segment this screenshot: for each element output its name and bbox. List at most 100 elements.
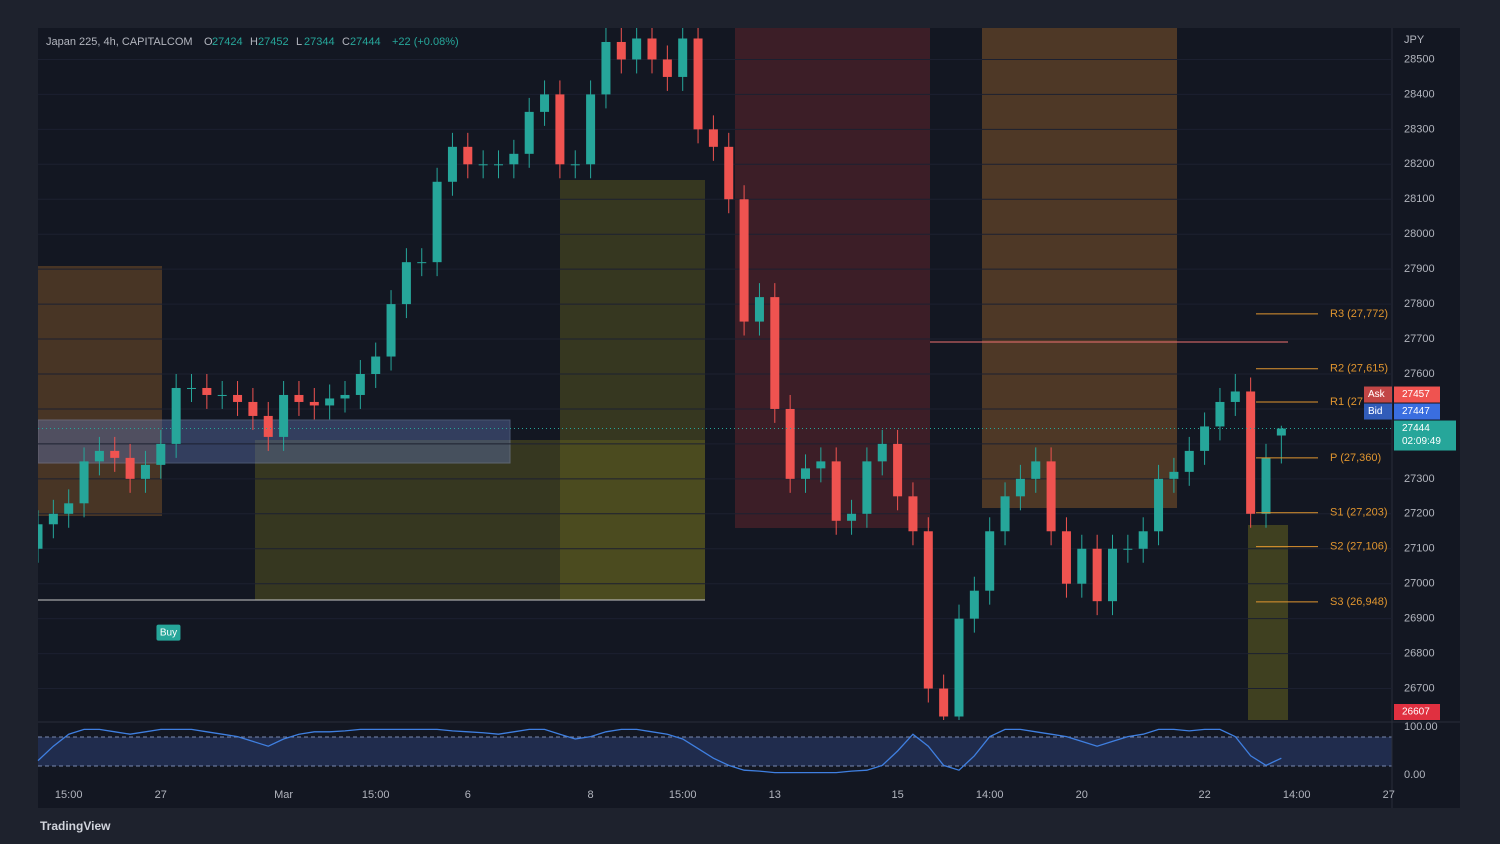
- candle-body: [263, 415, 273, 437]
- candle-body: [325, 398, 335, 406]
- candle-body: [877, 443, 887, 462]
- candle-body: [831, 461, 841, 521]
- zones: [38, 28, 1288, 720]
- candle-body: [1077, 548, 1087, 584]
- y-tick-label: 27600: [1404, 368, 1435, 380]
- candle-body: [1046, 461, 1056, 532]
- x-tick-label: 27: [1383, 789, 1395, 801]
- candle-body: [754, 297, 764, 322]
- candle-body: [570, 164, 580, 166]
- candle-body: [1276, 428, 1286, 436]
- candle-body: [862, 461, 872, 514]
- change: +22 (+0.08%): [392, 36, 459, 48]
- candle-body: [954, 618, 964, 717]
- candle-body: [1184, 450, 1194, 472]
- candle-body: [770, 297, 780, 409]
- y-tick-label: 28400: [1404, 88, 1435, 100]
- y-tick-label: 26900: [1404, 613, 1435, 625]
- candle-body: [217, 394, 227, 396]
- y-tick-label: 26800: [1404, 648, 1435, 660]
- candle-body: [279, 394, 289, 437]
- ohlc-value: 27344: [304, 36, 335, 48]
- candle-body: [540, 94, 550, 112]
- candle-body: [1015, 478, 1025, 497]
- candle-body: [509, 153, 519, 165]
- candle-body: [1108, 548, 1117, 602]
- candle-body: [632, 38, 642, 60]
- ohlc-value: 27444: [350, 36, 381, 48]
- candle-body: [1061, 531, 1071, 584]
- candle-body: [1246, 391, 1256, 514]
- osc-tick-label: 0.00: [1404, 769, 1425, 781]
- candle-body: [1138, 531, 1148, 549]
- candle-body: [724, 146, 734, 200]
- y-tick-label: 26700: [1404, 682, 1435, 694]
- y-tick-label: 27300: [1404, 473, 1435, 485]
- osc-tick-label: 100.00: [1404, 721, 1438, 733]
- zone: [982, 28, 1177, 508]
- candle-body: [693, 38, 703, 130]
- candle-body: [64, 503, 74, 514]
- candle-body: [678, 38, 688, 77]
- x-tick-label: 22: [1198, 789, 1210, 801]
- x-tick-label: 15:00: [55, 789, 83, 801]
- candle-body: [969, 590, 979, 619]
- ohlc-label: H: [250, 36, 258, 48]
- candle-body: [447, 146, 457, 182]
- pivot-label: R2 (27,615): [1330, 363, 1388, 375]
- plot: [38, 28, 1392, 720]
- candle-body: [1123, 548, 1133, 550]
- candle-body: [140, 464, 150, 479]
- candle-body: [1215, 401, 1225, 427]
- ohlc-value: 27424: [212, 36, 243, 48]
- x-tick-label: 13: [769, 789, 781, 801]
- countdown: 02:09:49: [1402, 436, 1441, 447]
- bid-value: 27447: [1402, 406, 1430, 417]
- ask-value: 27457: [1402, 389, 1430, 400]
- y-tick-label: 27000: [1404, 578, 1435, 590]
- candle-body: [94, 450, 104, 462]
- pivot-label: P (27,360): [1330, 452, 1381, 464]
- y-tick-label: 27900: [1404, 263, 1435, 275]
- candle-body: [463, 146, 473, 165]
- y-tick-label: 28500: [1404, 53, 1435, 65]
- candle-body: [923, 531, 933, 689]
- zone: [560, 180, 705, 600]
- candle-body: [816, 461, 826, 469]
- x-tick-label: 27: [155, 789, 167, 801]
- candle-body: [371, 356, 381, 374]
- y-tick-label: 27100: [1404, 543, 1435, 555]
- candle-body: [785, 408, 795, 479]
- candle-body: [48, 513, 58, 525]
- pivot-label: R3 (27,772): [1330, 308, 1388, 320]
- x-tick-label: 14:00: [976, 789, 1004, 801]
- candle-body: [156, 443, 166, 465]
- candle-body: [739, 199, 749, 322]
- low-mark-box: [1394, 704, 1440, 720]
- signal-label: Buy: [160, 627, 177, 638]
- candle-body: [908, 496, 918, 532]
- x-tick-label: 6: [465, 789, 471, 801]
- candle-body: [586, 94, 596, 165]
- ohlc-label: O: [204, 36, 213, 48]
- y-tick-label: 28300: [1404, 123, 1435, 135]
- bid-box: [1394, 403, 1440, 420]
- candle-body: [125, 457, 135, 479]
- candle-body: [1230, 391, 1240, 402]
- candle-body: [386, 304, 396, 357]
- range-box: [38, 419, 511, 464]
- candle-body: [616, 41, 626, 60]
- x-tick-label: 20: [1076, 789, 1088, 801]
- candle-body: [355, 374, 365, 395]
- candle-body: [294, 394, 304, 402]
- candle-body: [893, 443, 903, 497]
- zone: [1248, 525, 1288, 720]
- candle-body: [79, 461, 89, 504]
- y-tick-label: 27200: [1404, 508, 1435, 520]
- ask-label-box: [1364, 386, 1392, 403]
- x-tick-label: 15:00: [362, 789, 390, 801]
- last-value: 27444: [1402, 423, 1430, 434]
- candle-body: [1031, 461, 1041, 479]
- candle-body: [478, 164, 488, 166]
